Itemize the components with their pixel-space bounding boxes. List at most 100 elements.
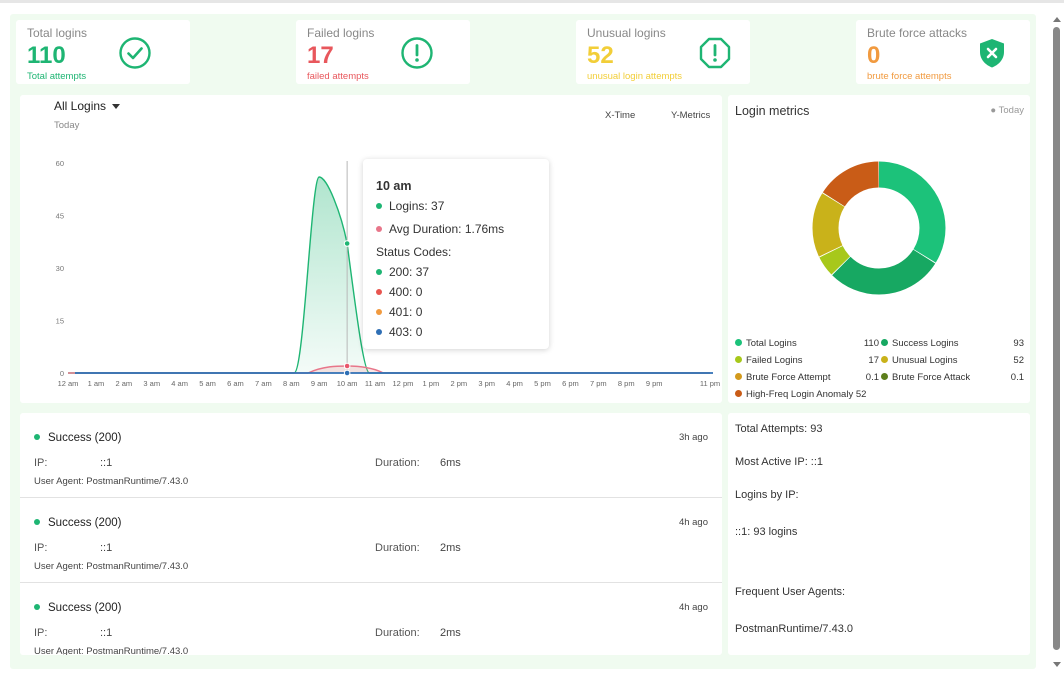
legend-item: Brute Force Attack <box>881 372 970 383</box>
legend-item: Success Logins <box>881 338 959 349</box>
area-chart: 0 15 30 45 60 12 am 1 am 2 am 3 am 4 am 5 am 6 am 7… <box>56 159 720 388</box>
legend-dot <box>376 225 382 232</box>
y-metrics-toggle[interactable]: Y-Metrics <box>671 110 711 121</box>
tooltip-duration-text: Avg Duration: 1.76ms <box>389 222 505 236</box>
tooltip-status-header: Status Codes: <box>376 245 452 259</box>
legend-dot <box>881 372 888 380</box>
scroll-up-arrow-icon[interactable] <box>1053 17 1061 22</box>
log-ip-label: IP: <box>34 542 48 554</box>
card-title: Total logins <box>27 26 88 40</box>
log-time-ago: 3h ago <box>678 432 708 443</box>
log-status: Success (200) <box>34 517 122 529</box>
legend-item: Unusual Logins <box>881 355 958 366</box>
log-item[interactable]: Success (200) 3h ago IP: ::1 Duration: 6… <box>20 413 722 498</box>
log-status-text: Success (200) <box>48 602 122 614</box>
x-tick-label: 2 am <box>115 379 132 388</box>
log-duration-value: 2ms <box>440 627 461 639</box>
metrics-period: ● Today <box>990 105 1024 116</box>
card-value: 52 <box>587 42 614 69</box>
log-user-agent: User Agent: PostmanRuntime/7.43.0 <box>34 646 189 655</box>
log-ip-value: ::1 <box>100 627 113 639</box>
login-log-list: Success (200) 3h ago IP: ::1 Duration: 6… <box>20 413 722 655</box>
legend-label: Brute Force Attack <box>892 372 971 383</box>
log-item[interactable]: Success (200) 4h ago IP: ::1 Duration: 2… <box>20 498 722 583</box>
x-tick-label: 3 am <box>143 379 160 388</box>
shield-x-icon <box>980 39 1004 68</box>
chart-filter-dropdown[interactable]: All Logins <box>54 99 121 113</box>
tooltip-code-text: 401: 0 <box>389 305 423 319</box>
legend-dot <box>376 268 382 275</box>
donut-chart <box>812 161 946 295</box>
legend-value: 17 <box>868 355 879 366</box>
legend-item: Brute Force Attempt <box>735 372 830 383</box>
legend-dot <box>735 372 742 380</box>
exclamation-octagon-icon <box>699 37 731 69</box>
card-title: Unusual logins <box>587 26 666 40</box>
check-circle-icon <box>119 37 151 69</box>
y-tick-label: 15 <box>56 317 64 326</box>
legend-item: Failed Logins <box>735 355 803 366</box>
log-duration-value: 6ms <box>440 457 461 469</box>
log-ip-value: ::1 <box>100 457 113 469</box>
log-user-agent: User Agent: PostmanRuntime/7.43.0 <box>34 561 189 572</box>
x-tick-label: 4 pm <box>506 379 523 388</box>
donut-slice[interactable] <box>812 161 946 295</box>
login-summary-panel: Total Attempts: 93 Most Active IP: ::1 L… <box>728 413 1030 655</box>
legend-dot <box>735 355 742 363</box>
x-tick-label: 6 pm <box>562 379 579 388</box>
card-subtitle: Total attempts <box>27 71 87 82</box>
y-tick-label: 45 <box>56 212 64 221</box>
logins-chart-panel: All Logins Today X-Time Y-Metrics 0 15 30 4… <box>20 95 722 403</box>
legend-dot <box>735 338 742 346</box>
legend-label: Success Logins <box>892 338 959 349</box>
legend-label: Brute Force Attempt <box>746 372 831 383</box>
series-duration-area <box>68 366 710 373</box>
log-ip-value: ::1 <box>100 542 113 554</box>
x-tick-label: 1 pm <box>423 379 440 388</box>
y-tick-label: 30 <box>56 264 64 273</box>
donut-slice[interactable] <box>812 161 946 295</box>
legend-value: 0.1 <box>1010 372 1024 383</box>
legend-dot <box>376 288 382 295</box>
x-tick-label: 9 am <box>311 379 328 388</box>
donut-slice[interactable] <box>812 161 946 295</box>
x-tick-label: 11 pm <box>700 379 720 388</box>
status-dot <box>34 518 40 525</box>
x-tick-label: 7 am <box>255 379 272 388</box>
legend-dot <box>376 328 382 335</box>
legend-value: 93 <box>1013 338 1024 349</box>
summary-by-ip-header: Logins by IP: <box>735 489 799 501</box>
log-status-text: Success (200) <box>48 517 122 529</box>
summary-by-ip: ::1: 93 logins <box>735 526 798 538</box>
log-duration-label: Duration: <box>375 457 420 469</box>
series-logins-line <box>68 176 710 374</box>
x-time-toggle[interactable]: X-Time <box>605 110 636 121</box>
x-tick-label: 5 am <box>199 379 216 388</box>
card-title: Brute force attacks <box>867 26 968 40</box>
y-tick-label: 0 <box>60 369 64 378</box>
tooltip-code-text: 200: 37 <box>389 265 430 279</box>
x-tick-label: 7 pm <box>590 379 607 388</box>
x-tick-label: 2 pm <box>450 379 467 388</box>
metrics-period-text: Today <box>998 105 1024 116</box>
tooltip-code-text: 403: 0 <box>389 325 423 339</box>
y-tick-label: 60 <box>56 159 64 168</box>
legend-value: 52 <box>855 389 867 400</box>
scrollbar-thumb[interactable] <box>1053 27 1060 650</box>
x-tick-label: 10 am <box>337 379 358 388</box>
scroll-down-arrow-icon[interactable] <box>1053 662 1061 667</box>
legend-item: High-Freq Login Anomaly 52 <box>735 389 866 400</box>
dropdown-label: All Logins <box>54 99 107 113</box>
tooltip-logins-text: Logins: 37 <box>389 199 445 213</box>
log-status: Success (200) <box>34 602 122 614</box>
status-dot <box>34 603 40 610</box>
log-time-ago: 4h ago <box>678 602 708 613</box>
log-item[interactable]: Success (200) 4h ago IP: ::1 Duration: 2… <box>20 583 722 655</box>
card-total-logins: Total logins 110 Total attempts <box>16 20 190 84</box>
x-tick-label: 1 am <box>88 379 105 388</box>
card-unusual-logins: Unusual logins 52 unusual login attempts <box>576 20 750 84</box>
x-tick-label: 8 am <box>283 379 300 388</box>
status-dot <box>34 433 40 440</box>
legend-dot <box>881 355 888 363</box>
tooltip-title: 10 am <box>376 179 412 193</box>
